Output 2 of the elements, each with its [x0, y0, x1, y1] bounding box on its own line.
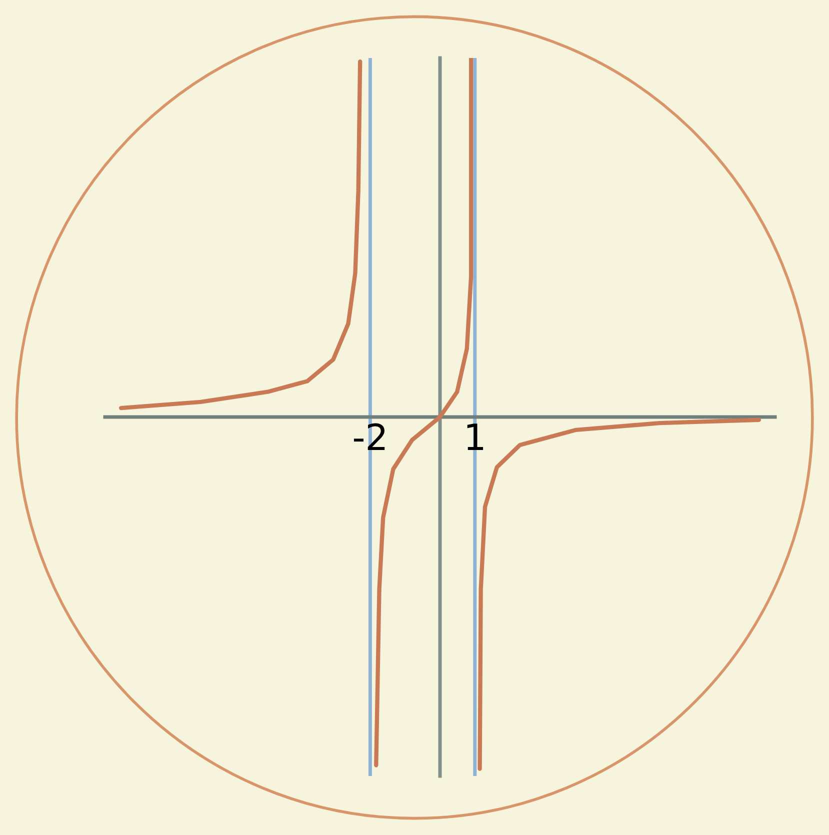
x-tick-label: 1 [467, 424, 484, 450]
x-tick-label: -2 [354, 423, 385, 450]
